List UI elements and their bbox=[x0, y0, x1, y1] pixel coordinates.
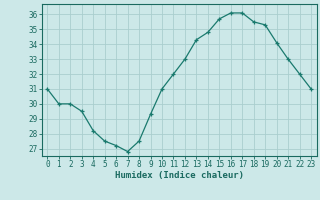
X-axis label: Humidex (Indice chaleur): Humidex (Indice chaleur) bbox=[115, 171, 244, 180]
